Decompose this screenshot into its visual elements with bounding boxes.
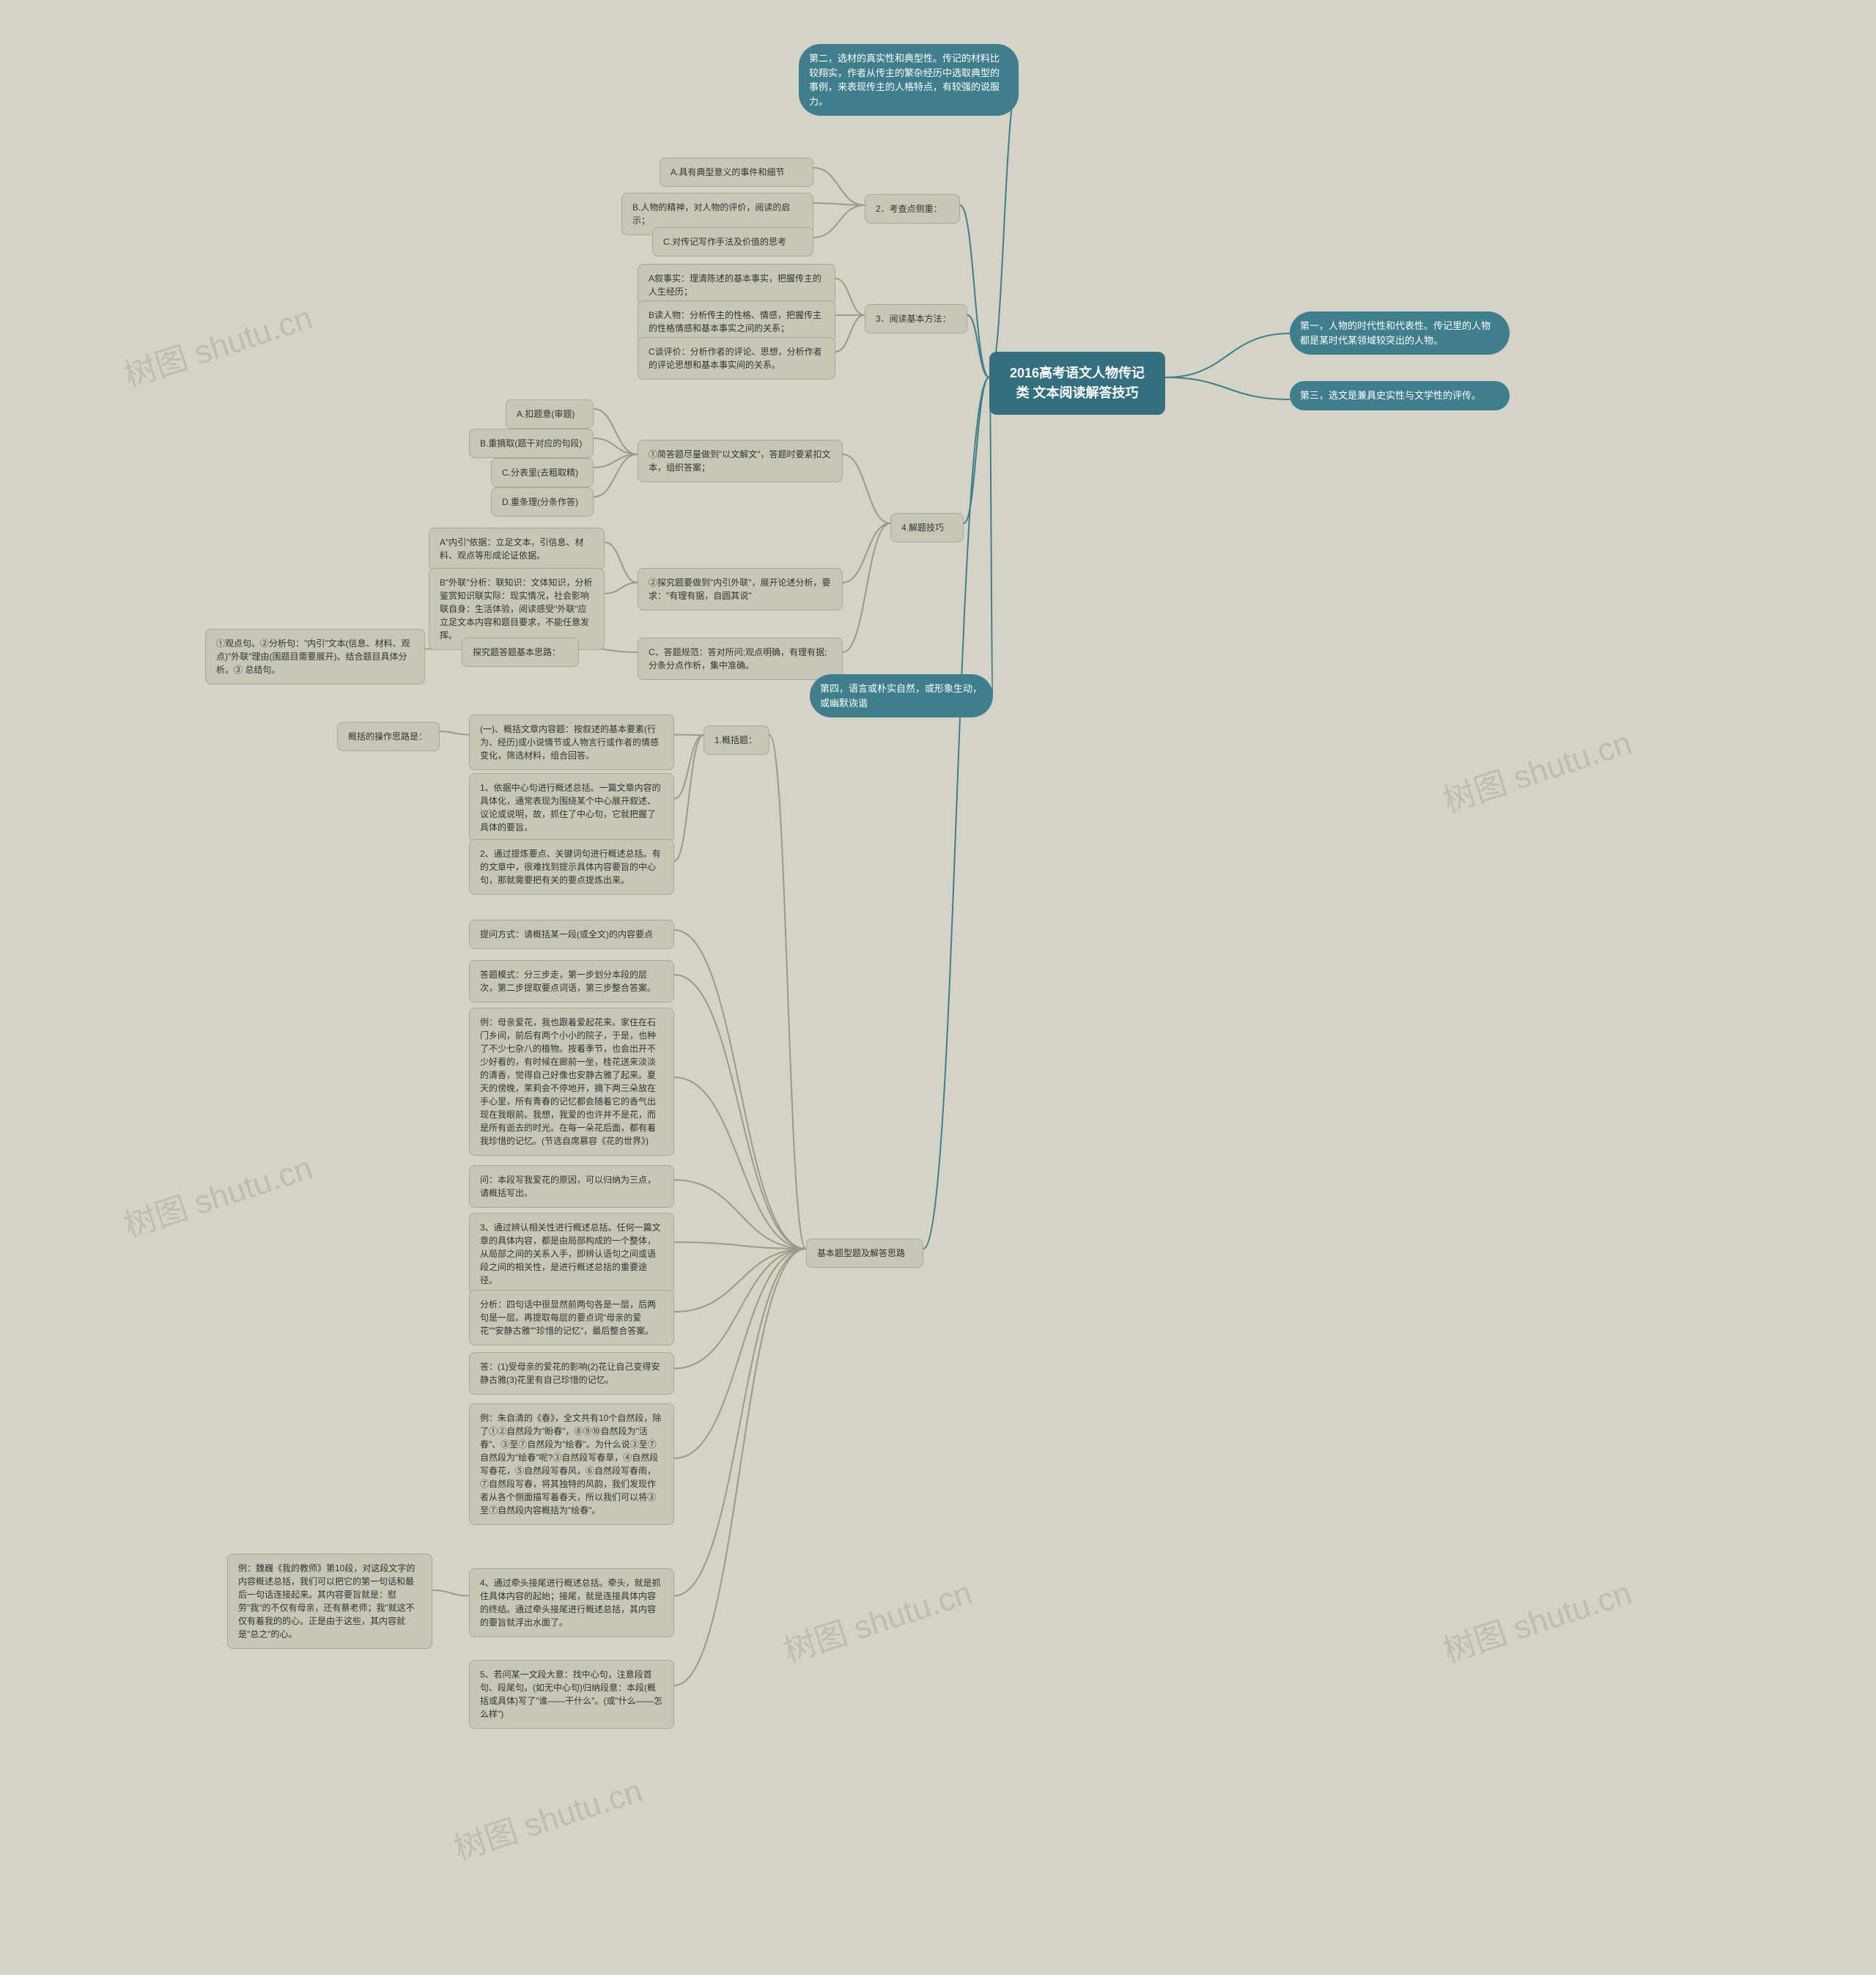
node-l4a: ①简答题尽量做到"以文解文"，答题时要紧扣文本，组织答案； — [638, 440, 843, 482]
node-l4a2: B.重摘取(题干对应的句段) — [469, 429, 594, 458]
node-l6d5: 答：(1)受母亲的爱花的影响(2)花让自己变得安静古雅(3)花里有自己珍惜的记忆… — [469, 1352, 674, 1395]
node-l4a4: D.重条理(分条作答) — [491, 487, 594, 517]
node-l6a2: 1、依据中心句进行概述总括。一篇文章内容的具体化，通常表现为围绕某个中心展开叙述… — [469, 773, 674, 842]
node-l4a1: A.扣题意(审题) — [506, 399, 594, 429]
node-l6c: 答题模式：分三步走，第一步划分本段的层次，第二步提取要点词语，第三步整合答案。 — [469, 960, 674, 1003]
node-l6d4: 分析：四句话中很显然前两句各是一层，后两句是一层。再提取每层的要点词"母亲的爱花… — [469, 1290, 674, 1345]
node-l6a1a: 概括的操作思路是： — [337, 722, 440, 751]
watermark: 树图 shutu.cn — [117, 292, 317, 396]
node-l6: 基本题型题及解答思路 — [806, 1238, 923, 1268]
node-l4a3: C.分表里(去粗取精) — [491, 458, 594, 487]
node-l6e: 例：朱自清的《春》，全文共有10个自然段，除了①②自然段为"盼春"，⑧⑨⑩自然段… — [469, 1403, 674, 1525]
node-l6d2: 问：本段写我爱花的原因，可以归纳为三点，请概括写出。 — [469, 1165, 674, 1208]
node-l4c1: 探究题答题基本思路： — [462, 638, 579, 667]
node-l6g: 5、若问某一文段大意：找中心句，注意段首句、段尾句。(如无中心句)归纳段意：本段… — [469, 1660, 674, 1729]
node-l6a: 1.概括题： — [704, 726, 769, 755]
node-l3c: C谈评价：分析作者的评论、思想，分析作者的评论思想和基本事实间的关系。 — [638, 337, 835, 380]
watermark: 树图 shutu.cn — [117, 1142, 317, 1247]
node-l6b: 提问方式：请概括某一段(或全文)的内容要点 — [469, 920, 674, 949]
node-l2c: C.对传记写作手法及价值的思考 — [652, 227, 813, 256]
node-l4c1a: ①观点句。②分析句："内引"文本(信息、材料、观点)"外联"理由(围题目需要展开… — [205, 629, 425, 684]
node-l6f: 4、通过牵头接尾进行概述总括。牵头，就是抓住具体内容的起始；接尾，就是连接具体内… — [469, 1568, 674, 1637]
right-branch-1: 第三，选文是兼具史实性与文学性的评传。 — [1290, 381, 1510, 410]
watermark: 树图 shutu.cn — [777, 1567, 977, 1672]
node-l1: 第二，选材的真实性和典型性。传记的材料比较翔实，作者从传主的繁杂经历中选取典型的… — [799, 44, 1019, 116]
node-l2a: A.具有典型意义的事件和细节 — [660, 158, 813, 187]
node-l4: 4.解题技巧 — [890, 513, 964, 542]
node-l5: 第四，语言或朴实自然，或形象生动，或幽默诙谐 — [810, 674, 993, 717]
node-l4b1: A"内引"依据：立足文本，引信息、材料、观点等形成论证依据。 — [429, 528, 605, 570]
right-branch-0: 第一，人物的时代性和代表性。传记里的人物都是某时代某领域较突出的人物。 — [1290, 311, 1510, 355]
watermark: 树图 shutu.cn — [1436, 1567, 1636, 1672]
node-l4b: ②探究题要做到"内引外联"，展开论述分析，要求："有理有据，自圆其说" — [638, 568, 843, 610]
watermark: 树图 shutu.cn — [1436, 717, 1636, 822]
node-l6a1: (一)、概括文章内容题：按叙述的基本要素(行为、经历)或小说情节或人物言行或作者… — [469, 715, 674, 770]
node-l3: 3．阅读基本方法： — [865, 304, 967, 333]
node-l6a3: 2、通过提炼要点、关键词句进行概述总括。有的文章中，很难找到提示具体内容要旨的中… — [469, 839, 674, 895]
node-l2: 2．考查点侧重： — [865, 194, 960, 224]
node-l6d3: 3、通过辨认相关性进行概述总括。任何一篇文章的具体内容，都是由局部构成的一个整体… — [469, 1213, 674, 1295]
node-l4c: C、答题规范：答对所问;观点明确，有理有据;分条分点作析，集中准确。 — [638, 638, 843, 680]
root-node: 2016高考语文人物传记类 文本阅读解答技巧 — [989, 352, 1165, 415]
node-l6d1: 例：母亲爱花，我也跟着爱起花来。家住在石门乡间，前后有两个小小的院子，于是，也种… — [469, 1008, 674, 1156]
watermark: 树图 shutu.cn — [447, 1765, 647, 1869]
edge-layer — [0, 0, 1876, 1975]
node-l6f1: 例：魏巍《我的教师》第10段，对这段文字的内容概述总括，我们可以把它的第一句话和… — [227, 1554, 432, 1649]
